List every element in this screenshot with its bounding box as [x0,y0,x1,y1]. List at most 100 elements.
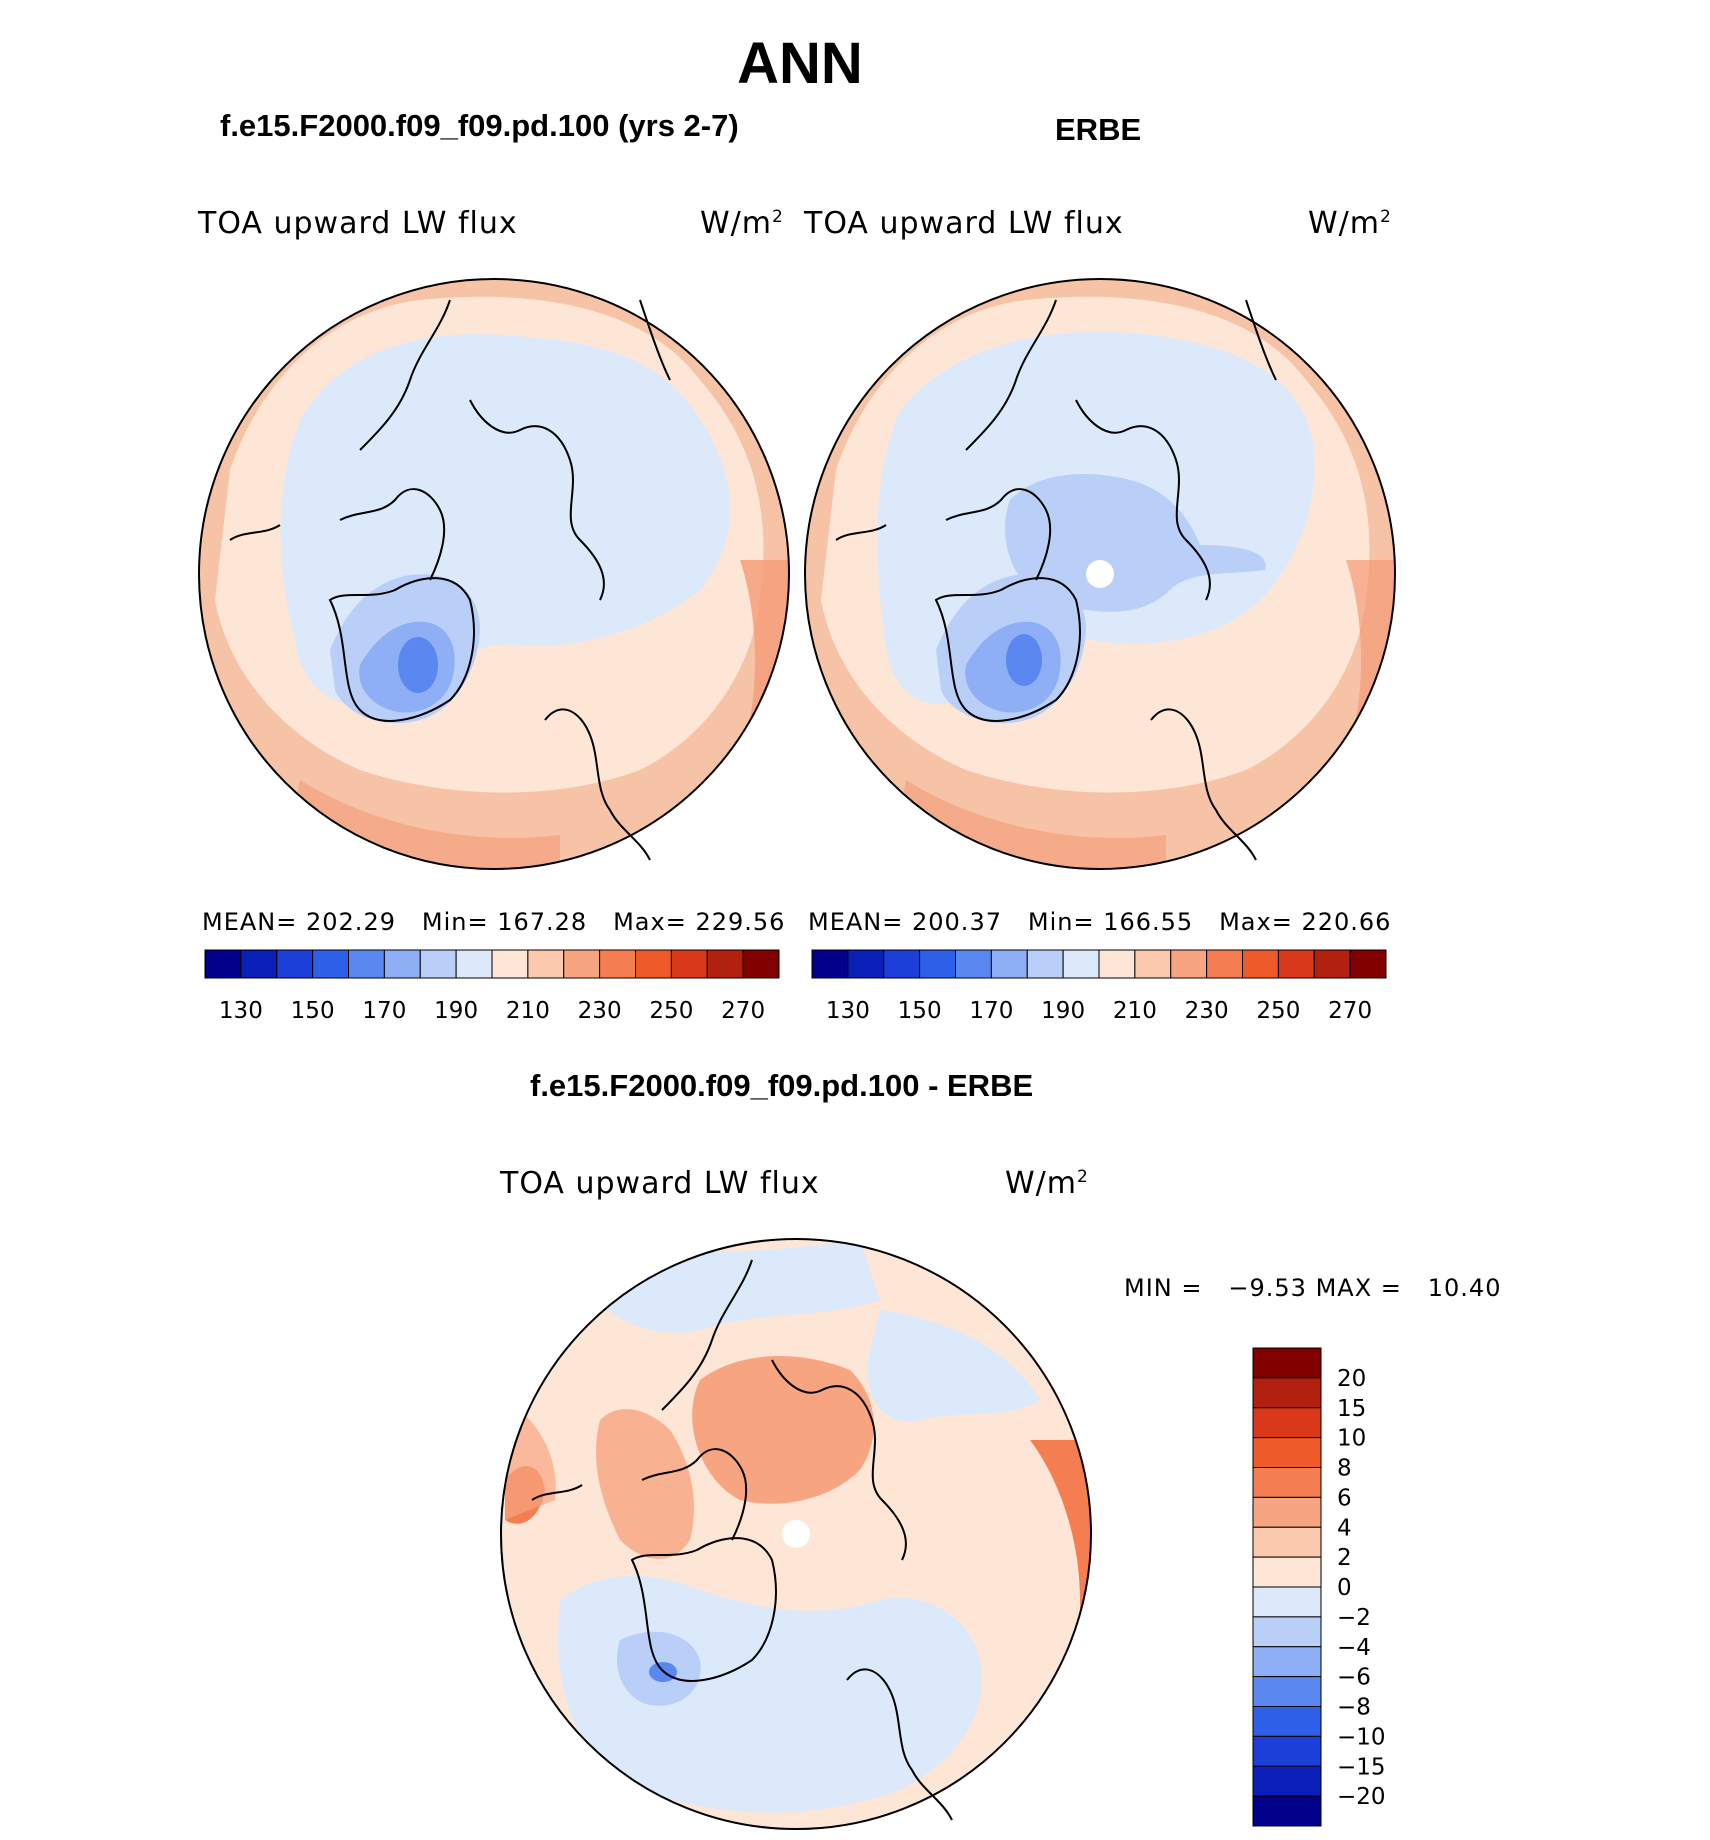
left-colorbar-swatch [276,949,314,979]
difference-units-label: W/m2 [1005,1166,1089,1201]
difference-colorbar-label: −2 [1337,1605,1371,1631]
model-map-border [198,278,790,870]
left-colorbar-swatch [348,949,385,979]
left-colorbar-tick-label: 130 [219,998,263,1024]
difference-colorbar-label: 15 [1337,1396,1366,1422]
left-colorbar-tick-label: 150 [291,998,335,1024]
difference-colorbar-label: 2 [1337,1545,1352,1571]
difference-colorbar-label: 10 [1337,1426,1366,1452]
left-units-label: W/m2 [700,206,784,241]
difference-map-border [500,1238,1092,1830]
difference-colorbar-label: −20 [1337,1784,1386,1810]
left-variable-label: TOA upward LW flux [198,206,518,241]
right-colorbar-swatch [1277,949,1315,979]
difference-colorbar-swatch [1252,1676,1322,1707]
difference-map [501,1239,1091,1829]
difference-colorbar-label: −4 [1337,1635,1371,1661]
right-colorbar-swatch [883,949,921,979]
right-colorbar-swatch [1098,949,1136,979]
left-colorbar-swatch [635,949,672,979]
right-panel-title: ERBE [1055,112,1142,147]
right-colorbar-swatch [1134,949,1172,979]
left-colorbar-swatch [491,949,529,979]
left-colorbar-tick-label: 210 [506,998,550,1024]
left-stats: MEAN= 202.29 Min= 167.28 Max= 229.56 [202,908,786,936]
right-colorbar-tick-label: 150 [898,998,942,1024]
left-colorbar-tick-label: 170 [362,998,406,1024]
right-colorbar: 130 150 170 190 210 230 250 270 [811,949,1387,1024]
difference-colorbar-label: 0 [1337,1575,1352,1601]
erbe-map-border [804,278,1396,870]
difference-variable-label: TOA upward LW flux [500,1166,820,1201]
right-colorbar-swatch [1349,949,1387,979]
difference-coastlines [531,1259,953,1821]
left-panel-title: f.e15.F2000.f09_f09.pd.100 (yrs 2-7) [220,108,739,143]
right-colorbar-swatch [1170,949,1208,979]
difference-colorbar-label: 4 [1337,1515,1352,1541]
right-colorbar-swatch [847,949,885,979]
right-colorbar-tick-label: 130 [826,998,870,1024]
right-colorbar-swatch [1026,949,1064,979]
right-units-label: W/m2 [1308,206,1392,241]
difference-colorbar-label: 8 [1337,1456,1352,1482]
difference-colorbar-swatch [1252,1347,1322,1379]
difference-colorbar-swatch [1252,1526,1322,1558]
difference-colorbar-label: 6 [1337,1485,1352,1511]
difference-colorbar-label: −15 [1337,1754,1386,1780]
difference-colorbar-label: −10 [1337,1724,1386,1750]
right-colorbar-tick-label: 190 [1041,998,1085,1024]
left-colorbar-swatch [527,949,565,979]
right-colorbar-tick-label: 230 [1185,998,1229,1024]
difference-colorbar-label: −8 [1337,1695,1371,1721]
right-colorbar-swatch [955,949,992,979]
erbe-coastlines [835,299,1277,861]
figure-title: ANN [737,31,863,96]
right-colorbar-swatch [1206,949,1243,979]
right-colorbar-tick-label: 170 [969,998,1013,1024]
left-colorbar-tick-label: 190 [434,998,478,1024]
difference-colorbar-swatch [1252,1496,1322,1528]
difference-colorbar-label: 20 [1337,1366,1366,1392]
erbe-map [805,279,1395,869]
right-colorbar-tick-label: 270 [1328,998,1372,1024]
left-colorbar-swatch [204,949,242,979]
difference-colorbar-swatch [1252,1735,1322,1767]
difference-colorbar-swatch [1252,1586,1322,1618]
right-colorbar-swatch [919,949,956,979]
right-variable-label: TOA upward LW flux [804,206,1124,241]
difference-colorbar-swatch [1252,1437,1322,1468]
difference-title: f.e15.F2000.f09_f09.pd.100 - ERBE [530,1068,1034,1103]
difference-colorbar-swatch [1252,1706,1322,1737]
left-colorbar-tick-label: 230 [578,998,622,1024]
difference-colorbar-swatch [1252,1407,1322,1439]
difference-colorbar-swatch [1252,1765,1322,1797]
left-colorbar-swatch [563,949,601,979]
difference-colorbar-label: −6 [1337,1665,1371,1691]
right-colorbar-swatch [811,949,849,979]
right-colorbar-swatch [990,949,1028,979]
difference-colorbar-swatch [1252,1467,1322,1498]
left-colorbar-tick-label: 270 [721,998,765,1024]
left-colorbar-swatch [240,949,278,979]
difference-colorbar-swatch [1252,1795,1322,1827]
right-stats: MEAN= 200.37 Min= 166.55 Max= 220.66 [808,908,1392,936]
right-colorbar-tick-label: 210 [1113,998,1157,1024]
left-colorbar-swatch [312,949,349,979]
left-colorbar: 130 150 170 190 210 230 250 270 [204,949,780,1024]
difference-colorbar-swatch [1252,1616,1322,1648]
right-colorbar-swatch [1313,949,1351,979]
difference-colorbar-swatch [1252,1377,1322,1409]
model-coastlines [229,299,671,861]
right-colorbar-tick-label: 250 [1256,998,1300,1024]
left-colorbar-swatch [383,949,421,979]
left-colorbar-swatch [706,949,744,979]
left-colorbar-swatch [455,949,493,979]
left-colorbar-swatch [742,949,780,979]
left-colorbar-tick-label: 250 [649,998,693,1024]
difference-minmax: MIN = −9.53 MAX = 10.40 [1124,1274,1502,1302]
model-map [199,279,789,869]
left-colorbar-swatch [599,949,636,979]
difference-colorbar-swatch [1252,1556,1322,1588]
